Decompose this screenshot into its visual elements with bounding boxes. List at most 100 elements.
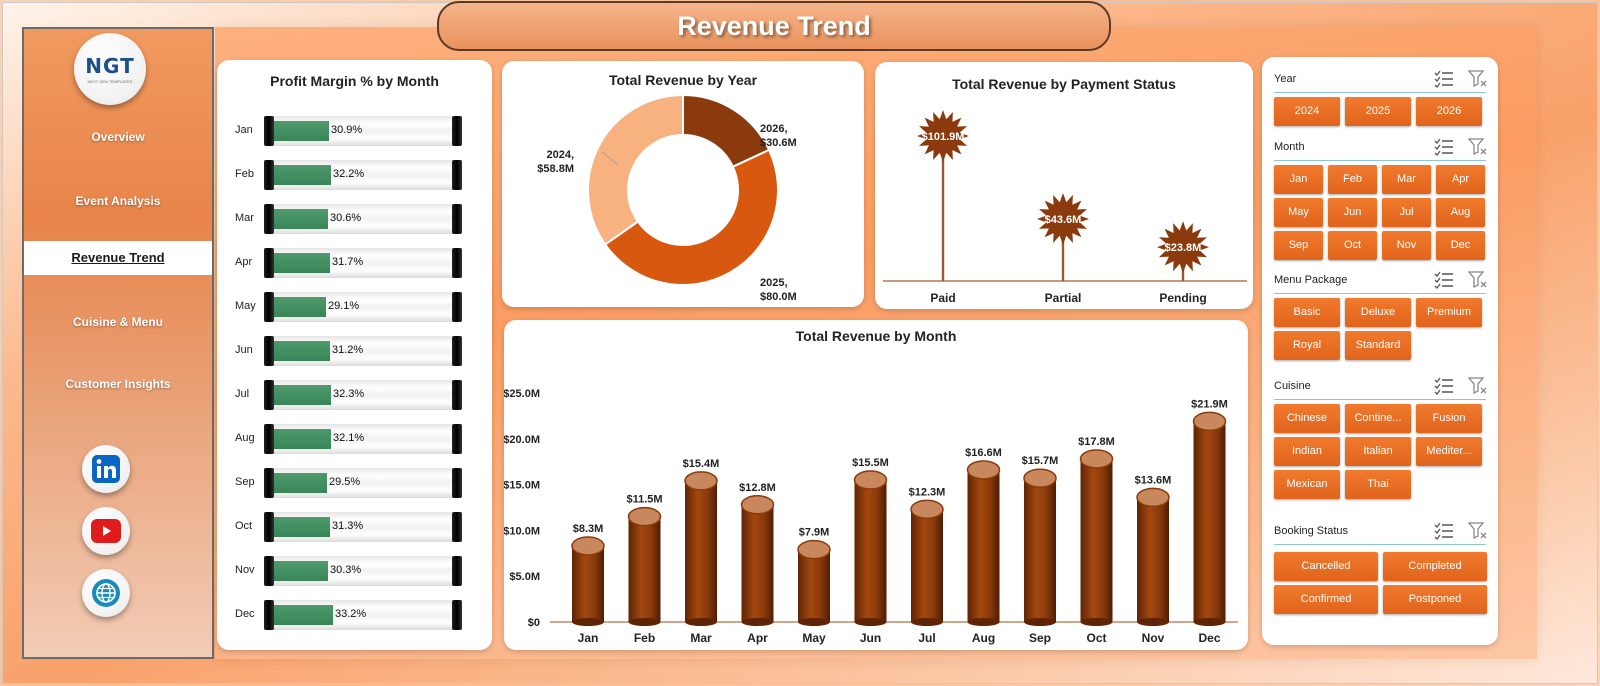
profit-margin-row: Jan 30.9% (217, 115, 467, 147)
month-bar-top (1023, 468, 1057, 488)
profit-margin-track: 30.3% (264, 556, 462, 586)
month-bar-base (1080, 618, 1113, 626)
website-button[interactable] (82, 569, 130, 617)
profit-margin-track: 31.2% (264, 336, 462, 366)
revenue-by-payment-title: Total Revenue by Payment Status (952, 76, 1176, 92)
nav-cuisine-menu[interactable]: Cuisine & Menu (72, 315, 163, 329)
slicer-button[interactable]: Completed (1383, 552, 1487, 581)
month-category-label: Mar (690, 631, 712, 645)
revenue-by-year-title: Total Revenue by Year (608, 72, 758, 88)
clear-filter-icon[interactable] (1467, 522, 1488, 545)
profit-margin-row: Feb 32.2% (217, 159, 467, 191)
month-value-label: $16.6M (965, 447, 1002, 459)
slicer-button[interactable]: Fusion (1416, 404, 1482, 433)
month-value-label: $8.3M (573, 523, 604, 535)
clear-filter-icon[interactable] (1467, 271, 1488, 294)
clear-filter-icon[interactable] (1467, 70, 1488, 93)
profit-margin-row: Aug 32.1% (217, 423, 467, 455)
multi-select-icon[interactable] (1434, 271, 1454, 294)
clear-filter-icon[interactable] (1467, 377, 1488, 400)
linkedin-button[interactable] (82, 445, 130, 493)
slicer-button[interactable]: Mexican (1274, 470, 1340, 499)
nav-revenue-trend[interactable]: Revenue Trend (24, 241, 212, 275)
slicer-header: Year (1274, 67, 1488, 93)
slicer-button[interactable]: Jun (1328, 198, 1377, 227)
slicer-button[interactable]: Dec (1436, 231, 1485, 260)
profit-margin-row: Oct 31.3% (217, 511, 467, 543)
month-category-label: Oct (1086, 631, 1106, 645)
slicer-button[interactable]: 2024 (1274, 97, 1340, 126)
nav-overview[interactable]: Overview (91, 130, 145, 144)
slicer-button[interactable]: Chinese (1274, 404, 1340, 433)
slicer-button[interactable]: Sep (1274, 231, 1323, 260)
slicer-button[interactable]: 2025 (1345, 97, 1411, 126)
profit-margin-row: Dec 33.2% (217, 599, 467, 631)
month-value-label: $12.3M (909, 486, 946, 498)
payment-value-label: $23.8M (1165, 242, 1202, 254)
slicer-button[interactable]: Indian (1274, 437, 1340, 466)
clear-filter-icon[interactable] (1467, 138, 1488, 161)
profit-margin-bar (274, 561, 328, 581)
payment-category-label: Paid (930, 291, 955, 305)
track-cap-right (452, 600, 462, 630)
profit-margin-bar (274, 429, 331, 449)
profit-margin-row: Nov 30.3% (217, 555, 467, 587)
slicer-button[interactable]: Deluxe (1345, 298, 1411, 327)
month-category-label: Sep (1029, 631, 1051, 645)
month-bar-base (911, 618, 943, 626)
track-cap-right (452, 512, 462, 542)
slicer-button[interactable]: 2026 (1416, 97, 1482, 126)
profit-margin-track: 30.9% (264, 116, 462, 146)
profit-margin-bar (274, 297, 326, 317)
slicer-button[interactable]: May (1274, 198, 1323, 227)
month-category-label: Dec (1198, 631, 1220, 645)
multi-select-icon[interactable] (1434, 377, 1454, 400)
multi-select-icon[interactable] (1434, 138, 1454, 161)
multi-select-icon[interactable] (1434, 70, 1454, 93)
slicer-button[interactable]: Feb (1328, 165, 1377, 194)
slicer-button[interactable]: Oct (1328, 231, 1377, 260)
slicer-button[interactable]: Mar (1382, 165, 1431, 194)
slicer-button[interactable]: Cancelled (1274, 552, 1378, 581)
track-cap-left (264, 248, 274, 278)
slicer-button[interactable]: Royal (1274, 331, 1340, 360)
profit-margin-value: 32.1% (333, 432, 365, 444)
track-cap-left (264, 556, 274, 586)
track-cap-right (452, 380, 462, 410)
slicer-button[interactable]: Standard (1345, 331, 1411, 360)
slicer-button[interactable]: Confirmed (1274, 585, 1378, 614)
nav-customer-insights[interactable]: Customer Insights (65, 377, 171, 391)
nav-event-analysis[interactable]: Event Analysis (75, 194, 161, 208)
slicer-button[interactable]: Contine... (1345, 404, 1411, 433)
track-cap-right (452, 556, 462, 586)
slicer-button[interactable]: Mediter... (1416, 437, 1482, 466)
month-category-label: Nov (1142, 631, 1165, 645)
month-value-label: $11.5M (626, 494, 662, 506)
slicer-button[interactable]: Basic (1274, 298, 1340, 327)
slicer-button[interactable]: Postponed (1383, 585, 1487, 614)
slicer-button[interactable]: Premium (1416, 298, 1482, 327)
slicer-button[interactable]: Aug (1436, 198, 1485, 227)
month-bar (628, 516, 661, 622)
slicer-button[interactable]: Apr (1436, 165, 1485, 194)
profit-margin-track: 32.3% (264, 380, 462, 410)
slicer-button[interactable]: Italian (1345, 437, 1411, 466)
slicer-button[interactable]: Nov (1382, 231, 1431, 260)
profit-margin-month: Sep (235, 476, 255, 488)
profit-margin-month: May (235, 300, 256, 312)
multi-select-icon[interactable] (1434, 522, 1454, 545)
month-bar-base (685, 618, 717, 626)
slicer-button[interactable]: Jan (1274, 165, 1323, 194)
profit-margin-bar (274, 165, 331, 185)
profit-margin-value: 31.3% (332, 520, 364, 532)
profit-margin-month: Aug (235, 432, 255, 444)
youtube-button[interactable] (82, 507, 130, 555)
donut-label: 2025, $80.0M (760, 277, 797, 303)
track-cap-left (264, 424, 274, 454)
track-cap-right (452, 468, 462, 498)
slicer-button[interactable]: Jul (1382, 198, 1431, 227)
month-bar-base (854, 618, 887, 626)
slicer-button[interactable]: Thai (1345, 470, 1411, 499)
profit-margin-value: 32.3% (333, 388, 365, 400)
profit-margin-row: Jun 31.2% (217, 335, 467, 367)
